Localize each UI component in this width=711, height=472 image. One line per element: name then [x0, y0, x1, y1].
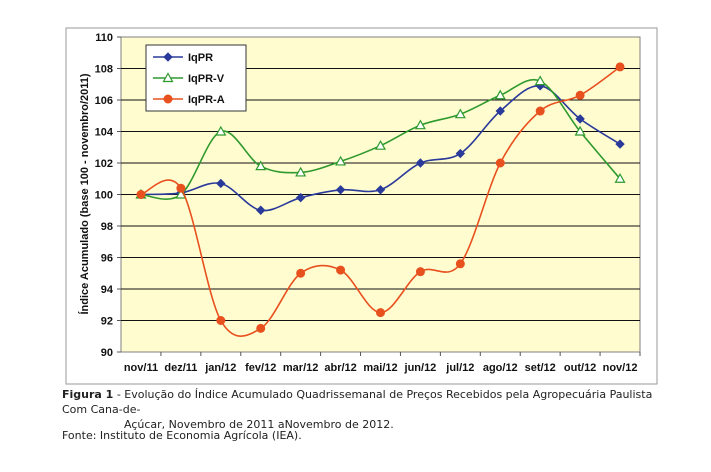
figure-caption: Figura 1 - Evolução do Índice Acumulado …	[62, 387, 662, 432]
data-point-iqpr-v	[614, 173, 626, 183]
caption-text-line2: Açúcar, Novembro de 2011 aNovembro de 20…	[124, 418, 394, 431]
data-point-iqpr-v	[414, 119, 426, 130]
x-tick-label: nov/11	[124, 362, 158, 374]
legend-marker-iqpr-v	[162, 72, 174, 83]
data-point-iqpr-a	[296, 268, 306, 278]
data-point-iqpr-v	[374, 139, 387, 150]
y-tick-label: 100	[95, 190, 113, 202]
data-point-iqpr	[335, 185, 346, 195]
x-tick-label: ago/12	[483, 362, 518, 374]
data-point-iqpr-a	[615, 62, 625, 72]
data-point-iqpr-a	[216, 316, 226, 325]
data-point-iqpr	[575, 114, 585, 124]
x-tick-label: dez/11	[164, 362, 197, 374]
y-tick-label: 96	[101, 253, 113, 265]
data-point-iqpr-v	[534, 75, 546, 86]
legend-label-iqpr-v: IqPR-V	[188, 73, 225, 85]
data-point-iqpr-a	[495, 158, 505, 168]
data-point-iqpr	[295, 192, 306, 203]
data-point-iqpr-v	[335, 155, 347, 166]
line-chart: 90 92 94 96 98 100 102 104 106 108 110 nov/11 dez/1…	[65, 27, 658, 385]
caption-text-line1: - Evolução do Índice Acumulado Quadrisse…	[62, 388, 653, 416]
data-point-iqpr-v	[295, 166, 307, 177]
data-point-iqpr-a	[176, 183, 186, 193]
data-point-iqpr-a	[376, 308, 385, 318]
x-tick-label: set/12	[525, 362, 556, 374]
data-point-iqpr-a	[415, 267, 425, 277]
data-point-iqpr-a	[455, 259, 465, 269]
legend: IqPR IqPR-V IqPR-A	[145, 44, 247, 112]
x-tick-label: abr/12	[324, 362, 356, 374]
x-tick-label: jun/12	[404, 362, 437, 374]
data-point-iqpr	[495, 106, 505, 116]
data-point-iqpr	[375, 185, 386, 195]
series-iqpr-a	[136, 62, 625, 337]
x-axis-ticks: nov/11 dez/11 jan/12 fev/12 mar/12 abr/12 mai/…	[124, 352, 641, 374]
y-tick-label: 90	[101, 347, 113, 359]
legend-marker-iqpr	[163, 52, 173, 62]
data-point-iqpr-v	[215, 125, 227, 136]
data-point-iqpr-v	[574, 125, 586, 136]
source-note: Fonte: Instituto de Economia Agrícola (I…	[62, 429, 302, 442]
y-axis-ticks: 90 92 94 96 98 100 102 104 106 108 110	[95, 32, 121, 359]
data-point-iqpr-a	[535, 106, 545, 116]
series-group	[135, 62, 626, 337]
x-tick-label: fev/12	[245, 362, 276, 374]
data-point-iqpr-a	[136, 190, 146, 199]
y-axis-label: Índice Acumulado (base 100 - novembro/20…	[78, 73, 91, 314]
x-tick-label: mar/12	[283, 362, 318, 374]
caption-label: Figura 1	[62, 388, 114, 401]
data-point-iqpr	[615, 139, 625, 149]
legend-label-iqpr-a: IqPR-A	[188, 94, 225, 106]
x-tick-label: jan/12	[204, 362, 236, 374]
data-point-iqpr	[256, 205, 266, 215]
data-point-iqpr-a	[256, 323, 266, 333]
x-tick-label: mai/12	[363, 362, 397, 374]
x-tick-label: nov/12	[603, 362, 638, 374]
legend-marker-iqpr-a	[163, 94, 173, 104]
y-tick-label: 98	[101, 221, 113, 233]
data-point-iqpr-v	[494, 89, 506, 100]
data-point-iqpr-a	[336, 265, 346, 275]
y-tick-label: 92	[101, 316, 113, 328]
data-point-iqpr-v	[454, 108, 466, 119]
y-tick-label: 94	[101, 284, 114, 296]
data-point-iqpr	[415, 158, 426, 168]
data-point-iqpr	[455, 148, 466, 159]
y-tick-label: 110	[95, 32, 113, 44]
y-tick-label: 104	[95, 127, 114, 139]
y-tick-label: 108	[95, 64, 113, 76]
legend-label-iqpr: IqPR	[188, 52, 213, 64]
y-tick-label: 106	[95, 95, 113, 107]
data-point-iqpr-a	[575, 90, 585, 100]
data-point-iqpr-v	[255, 160, 267, 171]
data-point-iqpr	[216, 178, 226, 189]
x-tick-label: jul/12	[445, 362, 474, 374]
y-tick-label: 102	[95, 158, 113, 170]
x-tick-label: out/12	[564, 362, 596, 374]
gridlines	[121, 68, 640, 321]
